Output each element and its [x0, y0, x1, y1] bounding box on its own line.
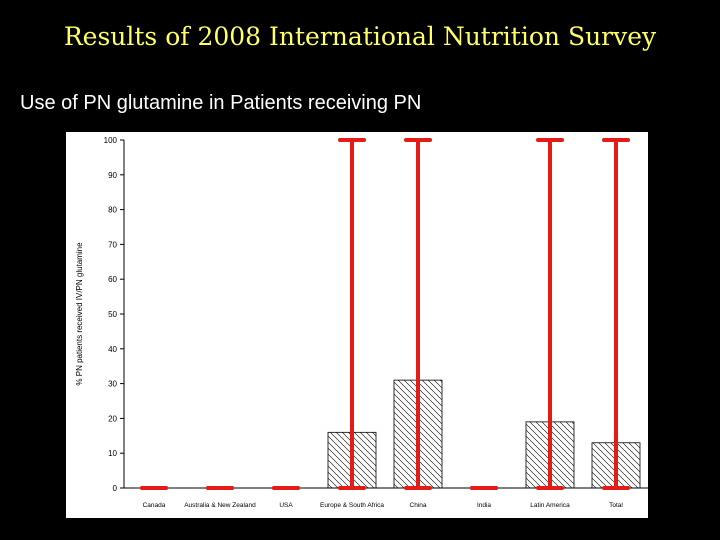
- x-category-label: Europe & South Africa: [320, 502, 384, 509]
- y-tick-label: 10: [108, 449, 117, 458]
- x-category-label: Canada: [143, 502, 166, 509]
- y-tick-label: 60: [108, 275, 117, 284]
- x-category-label: China: [410, 502, 427, 509]
- x-category-label: Total: [609, 502, 623, 509]
- y-tick-label: 0: [113, 484, 118, 493]
- y-tick-label: 20: [108, 414, 117, 423]
- slide-title: Results of 2008 International Nutrition …: [63, 22, 657, 51]
- bar-chart: 0 10 20 30 40 50 60 70 80 90 100 % PN patients rece…: [75, 136, 648, 509]
- y-tick-label: 80: [108, 206, 117, 215]
- y-tick-label: 90: [108, 171, 117, 180]
- y-tick-label: 40: [108, 345, 117, 354]
- x-category-label: Latin America: [530, 502, 570, 509]
- slide-subtitle: Use of PN glutamine in Patients receivin…: [20, 92, 422, 114]
- y-tick-label: 70: [108, 240, 117, 249]
- y-tick-label: 100: [104, 136, 118, 145]
- y-tick-label: 30: [108, 380, 117, 389]
- chart-panel: 0 10 20 30 40 50 60 70 80 90 100 % PN patients rece…: [66, 132, 648, 518]
- y-axis-label: % PN patients received IV/PN glutamine: [75, 242, 84, 386]
- x-category-label: USA: [279, 502, 293, 509]
- x-category-label: Australia & New Zealand: [184, 502, 256, 509]
- y-tick-label: 50: [108, 310, 117, 319]
- x-category-label: India: [477, 502, 491, 509]
